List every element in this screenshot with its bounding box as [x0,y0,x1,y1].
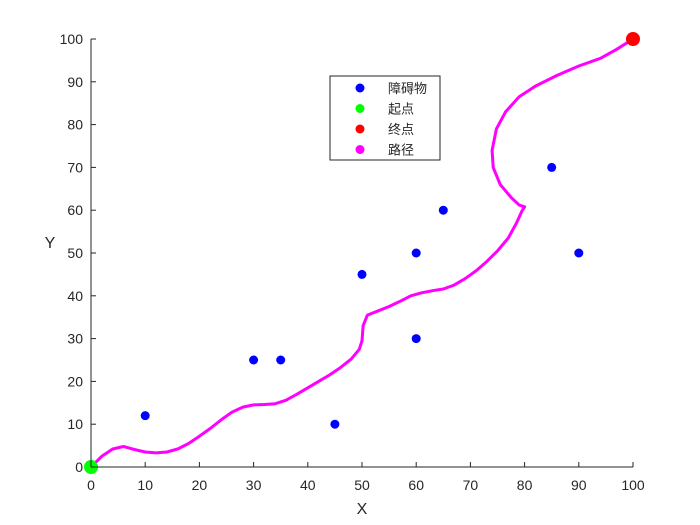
legend-label: 障碍物 [388,81,427,96]
y-tick-label: 40 [67,288,83,304]
data-point [574,248,584,258]
x-tick-label: 10 [137,477,153,493]
x-axis-label: X [357,501,368,518]
data-point [357,269,367,279]
x-tick-label: 40 [300,477,316,493]
series-path [89,37,635,469]
x-tick-label: 100 [621,477,645,493]
legend-label: 起点 [388,102,414,117]
legend-marker [355,83,365,93]
data-point [411,334,421,344]
legend-box [329,75,441,161]
x-tick-label: 0 [87,477,95,493]
x-tick-label: 90 [571,477,587,493]
y-tick-label: 90 [67,74,83,90]
y-tick-label: 60 [67,202,83,218]
x-tick-label: 30 [246,477,262,493]
data-point [626,32,640,46]
legend-item: 障碍物 [355,81,427,96]
x-tick-label: 70 [463,477,479,493]
y-tick-label: 70 [67,159,83,175]
x-tick-label: 50 [354,477,370,493]
legend-item: 终点 [355,122,414,137]
data-point [249,355,259,365]
x-tick-label: 80 [517,477,533,493]
data-point [547,162,557,172]
x-tick-label: 20 [192,477,208,493]
y-tick-label: 50 [67,245,83,261]
axes: 0 10 20 30 40 50 60 70 80 90 100 0 10 20 30 40 50 60 70 80… [45,31,645,518]
series-2 [626,32,640,46]
series-0 [140,162,584,429]
legend-label: 终点 [388,122,414,137]
data-point [140,411,150,421]
data-point [276,355,286,365]
data-point [411,248,421,258]
y-tick-label: 100 [60,31,84,47]
data-point [438,205,448,215]
y-axis-ticks: 0 10 20 30 40 50 60 70 80 90 100 [60,31,96,475]
path-line [89,37,635,469]
y-tick-label: 20 [67,373,83,389]
legend-marker [355,145,365,154]
legend-marker [355,104,365,113]
data-point [330,419,340,429]
x-tick-label: 60 [408,477,424,493]
y-tick-label: 80 [67,117,83,133]
legend-marker [355,124,365,134]
y-tick-label: 10 [67,416,83,432]
x-axis-ticks: 0 10 20 30 40 50 60 70 80 90 100 [87,462,645,493]
legend-item: 起点 [355,102,414,117]
legend-label: 路径 [388,143,414,158]
plot-area [84,32,640,474]
legend-item: 路径 [355,143,414,158]
y-tick-label: 30 [67,331,83,347]
y-tick-label: 0 [75,459,83,475]
y-axis-label: Y [45,235,56,252]
